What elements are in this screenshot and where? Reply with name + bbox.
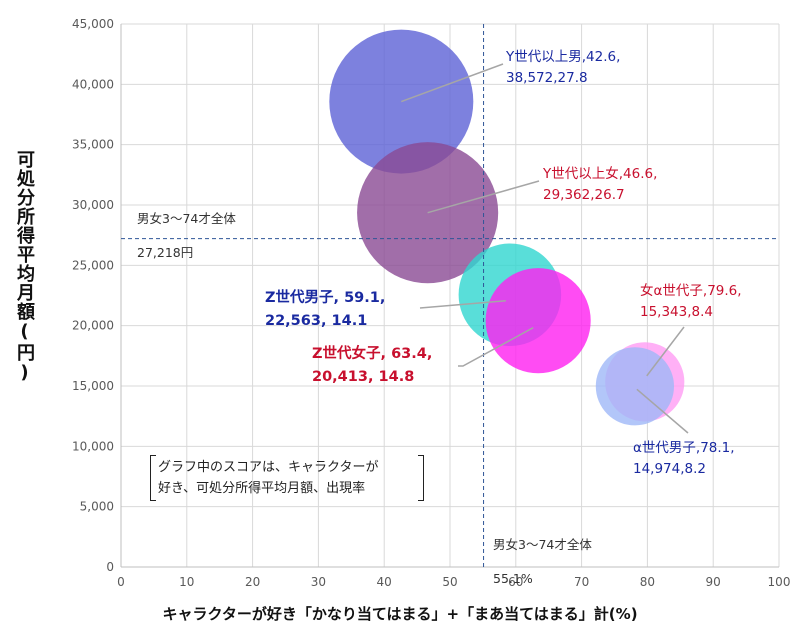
x-axis-label: キャラクターが好き「かなり当てはまる」+「まあ当てはまる」計(%) (162, 605, 638, 623)
leader-3 (458, 327, 534, 367)
note-line-1: グラフ中のスコアは、キャラクターが (158, 460, 379, 475)
x-tick-label: 40 (377, 575, 392, 589)
x-tick-label: 70 (574, 575, 589, 589)
y-tick-label: 10,000 (72, 439, 114, 453)
leader-2 (419, 299, 506, 309)
label-y-gen-male-line-1: Y世代以上男,42.6, (506, 49, 621, 65)
x-tick-label: 30 (311, 575, 326, 589)
y-reference-label-line-2: 27,218円 (137, 245, 194, 260)
label-alpha-gen-female-line-2: 15,343,8.4 (640, 304, 713, 320)
y-tick-label: 25,000 (72, 258, 114, 272)
x-tick-label: 20 (245, 575, 260, 589)
axes (120, 24, 779, 568)
y-axis-label: 可処分所得平均月額(円) (14, 150, 35, 384)
leader-lines (401, 63, 689, 434)
label-alpha-gen-male: α世代男子,78.1, 14,974,8.2 (633, 438, 735, 480)
label-z-gen-male: Z世代男子, 59.1, 22,563, 14.1 (265, 287, 385, 333)
label-z-gen-female-line-2: 20,413, 14.8 (312, 369, 415, 385)
label-y-gen-female-line-2: 29,362,26.7 (543, 187, 625, 203)
label-z-gen-female-line-1: Z世代女子, 63.4, (312, 346, 433, 362)
leader-5 (636, 388, 689, 434)
y-reference-label-line-1: 男女3～74才全体 (137, 211, 236, 226)
y-tick-label: 45,000 (72, 17, 114, 31)
x-tick-label: 50 (442, 575, 457, 589)
label-y-gen-male: Y世代以上男,42.6, 38,572,27.8 (506, 47, 620, 89)
reference-lines (121, 24, 779, 567)
label-y-gen-male-line-2: 38,572,27.8 (506, 70, 588, 86)
leader-1 (427, 180, 540, 214)
label-alpha-gen-male-line-1: α世代男子,78.1, (633, 440, 735, 456)
y-tick-label: 0 (106, 560, 114, 574)
label-z-gen-female: Z世代女子, 63.4, 20,413, 14.8 (312, 343, 432, 389)
tick-labels: 0 10 20 30 40 50 60 70 80 90 100 0 5,000 10,000 15,000… (72, 17, 790, 589)
score-note: グラフ中のスコアは、キャラクターが 好き、可処分所得平均月額、出現率 (150, 455, 424, 501)
label-alpha-gen-female-line-1: 女α世代子,79.6, (640, 283, 742, 299)
y-tick-label: 15,000 (72, 379, 114, 393)
x-tick-label: 90 (706, 575, 721, 589)
y-tick-label: 20,000 (72, 319, 114, 333)
bubble-3 (485, 268, 591, 374)
x-tick-label: 80 (640, 575, 655, 589)
bubble-5 (595, 347, 675, 426)
x-tick-label: 100 (768, 575, 791, 589)
label-z-gen-male-line-1: Z世代男子, 59.1, (265, 290, 386, 306)
y-reference-label: 男女3～74才全体 27,218円 (137, 193, 236, 278)
x-tick-label: 60 (508, 575, 523, 589)
label-y-gen-female: Y世代以上女,46.6, 29,362,26.7 (543, 164, 657, 206)
label-alpha-gen-female: 女α世代子,79.6, 15,343,8.4 (640, 281, 742, 323)
x-reference-label-line-1: 男女3～74才全体 (493, 537, 592, 552)
x-tick-label: 10 (179, 575, 194, 589)
leader-4 (646, 326, 685, 377)
y-tick-label: 40,000 (72, 77, 114, 91)
y-tick-label: 35,000 (72, 138, 114, 152)
x-tick-label: 0 (117, 575, 125, 589)
x-reference-label: 男女3～74才全体 55.1% (493, 519, 592, 604)
leader-0 (401, 63, 504, 103)
label-y-gen-female-line-1: Y世代以上女,46.6, (543, 166, 658, 182)
label-alpha-gen-male-line-2: 14,974,8.2 (633, 461, 706, 477)
y-tick-label: 30,000 (72, 198, 114, 212)
label-z-gen-male-line-2: 22,563, 14.1 (265, 313, 368, 329)
x-reference-label-line-2: 55.1% (493, 571, 533, 586)
note-line-2: 好き、可処分所得平均月額、出現率 (158, 481, 366, 496)
y-tick-label: 5,000 (80, 500, 114, 514)
